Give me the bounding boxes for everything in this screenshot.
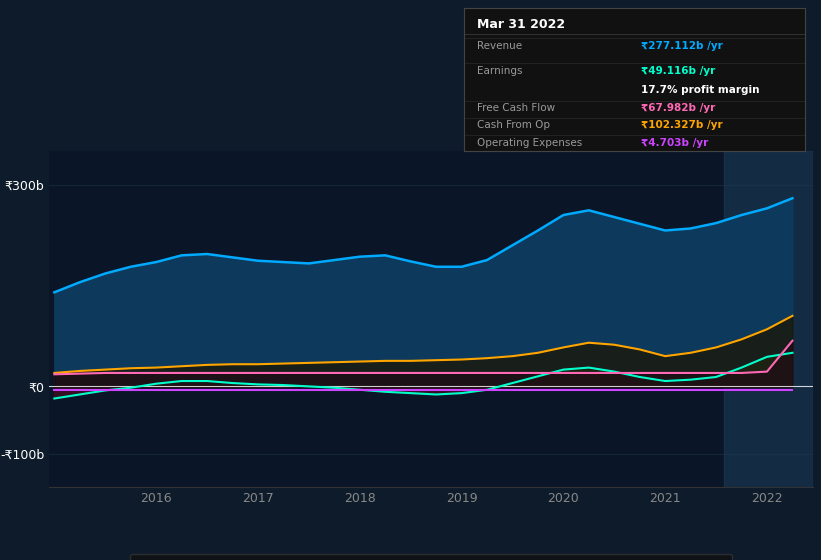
Text: Revenue: Revenue [478, 40, 523, 50]
Text: 17.7% profit margin: 17.7% profit margin [641, 85, 759, 95]
Text: ₹4.703b /yr: ₹4.703b /yr [641, 138, 709, 148]
Text: Mar 31 2022: Mar 31 2022 [478, 18, 566, 31]
Text: Operating Expenses: Operating Expenses [478, 138, 583, 148]
Text: ₹277.112b /yr: ₹277.112b /yr [641, 40, 722, 50]
Text: ₹102.327b /yr: ₹102.327b /yr [641, 120, 722, 130]
Text: Cash From Op: Cash From Op [478, 120, 551, 130]
Text: ₹49.116b /yr: ₹49.116b /yr [641, 66, 715, 76]
Bar [724, 151, 813, 487]
Text: Free Cash Flow: Free Cash Flow [478, 104, 556, 113]
Text: ₹67.982b /yr: ₹67.982b /yr [641, 104, 715, 113]
Text: Earnings: Earnings [478, 66, 523, 76]
Legend: Revenue, Earnings, Free Cash Flow, Cash From Op, Operating Expenses: Revenue, Earnings, Free Cash Flow, Cash … [130, 554, 732, 560]
